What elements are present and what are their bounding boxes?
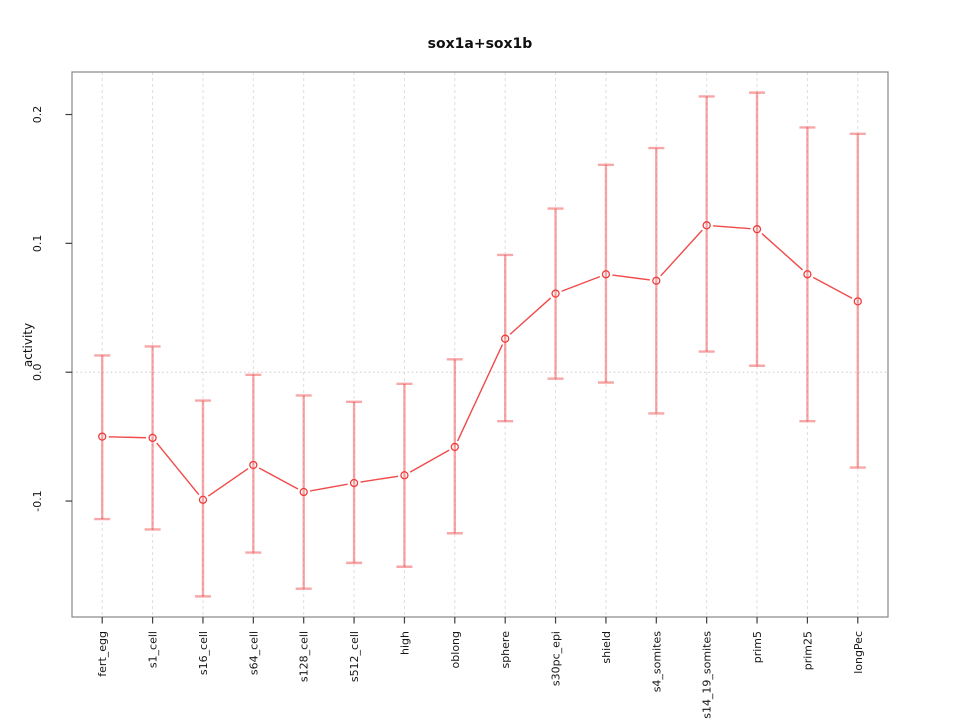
data-point [803,270,812,279]
data-point [853,297,862,306]
series-line-segment [509,297,552,335]
series-line-segment [108,436,147,439]
series-line-segment [156,442,200,496]
y-axis-tick-label: 0.0 [31,363,44,381]
x-axis-tick-label: s1_cell [147,631,160,668]
x-axis-tick-label: prim25 [801,631,814,670]
series-line-segment [360,475,399,483]
data-point [249,460,258,470]
x-axis-tick-label: longPec [852,631,865,674]
x-axis-tick-label: oblong [449,631,462,668]
data-point [450,442,459,452]
data-point [400,471,409,480]
x-axis-tick-label: s16_cell [197,631,210,675]
series-line-segment [660,229,703,277]
data-point [752,225,762,234]
x-axis-tick-label: sphere [499,631,512,669]
data-point [501,334,510,343]
x-axis-tick-label: fert_egg [96,631,109,677]
series-line-segment [612,274,650,281]
data-point [702,221,711,230]
y-axis-tick-label: 0.1 [31,235,44,253]
x-axis-tick-label: s30pc_epi [550,631,563,686]
data-point [601,270,611,279]
data-point [652,276,661,285]
series-line-segment [409,449,450,473]
series-line-segment [761,233,804,271]
series-line-segment [309,483,348,492]
data-point [299,487,308,497]
data-point [98,432,107,441]
x-axis-tick-label: shield [600,631,613,664]
data-point [198,495,208,504]
data-point [551,289,560,298]
x-axis-tick-label: s512_cell [348,631,361,682]
chart-title: sox1a+sox1b [427,36,533,52]
series-line-segment [456,344,504,442]
series-line-segment [713,225,751,230]
plot-frame [71,71,889,618]
x-axis-tick-label: high [398,631,411,655]
x-axis-tick-label: s4_somites [650,631,663,693]
data-point [148,433,157,443]
series-line-segment [258,467,299,490]
x-axis-tick-label: s14_19_somites [701,631,714,719]
x-axis-tick-label: s64_cell [247,631,260,675]
x-axis-tick-label: prim5 [751,631,764,663]
series-line-segment [812,276,853,299]
series-line-segment [207,468,249,497]
series-line-segment [561,275,601,292]
x-axis-tick-label: s128_cell [298,631,311,682]
y-axis-tick-label: 0.2 [31,106,44,124]
y-axis-tick-label: -0.1 [31,490,44,511]
data-point [349,478,359,488]
